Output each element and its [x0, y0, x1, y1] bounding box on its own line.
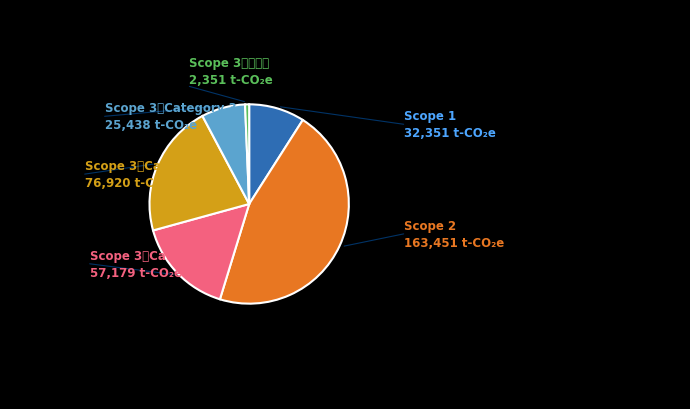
- Text: Scope 3　Category 2
76,920 t-CO₂e: Scope 3 Category 2 76,920 t-CO₂e: [85, 160, 217, 190]
- Wedge shape: [150, 117, 249, 231]
- Wedge shape: [153, 204, 249, 299]
- Wedge shape: [202, 105, 249, 204]
- Text: Scope 3　Category 1
57,179 t-CO₂e: Scope 3 Category 1 57,179 t-CO₂e: [90, 249, 221, 279]
- Wedge shape: [245, 105, 249, 204]
- Text: Scope 3　Category 3
25,438 t-CO₂e: Scope 3 Category 3 25,438 t-CO₂e: [105, 102, 236, 132]
- Text: Scope 1
32,351 t-CO₂e: Scope 1 32,351 t-CO₂e: [404, 110, 495, 140]
- Wedge shape: [220, 121, 349, 304]
- Wedge shape: [249, 105, 303, 204]
- Text: Scope 2
163,451 t-CO₂e: Scope 2 163,451 t-CO₂e: [404, 219, 504, 249]
- Text: Scope 3　その他
2,351 t-CO₂e: Scope 3 その他 2,351 t-CO₂e: [189, 57, 273, 87]
